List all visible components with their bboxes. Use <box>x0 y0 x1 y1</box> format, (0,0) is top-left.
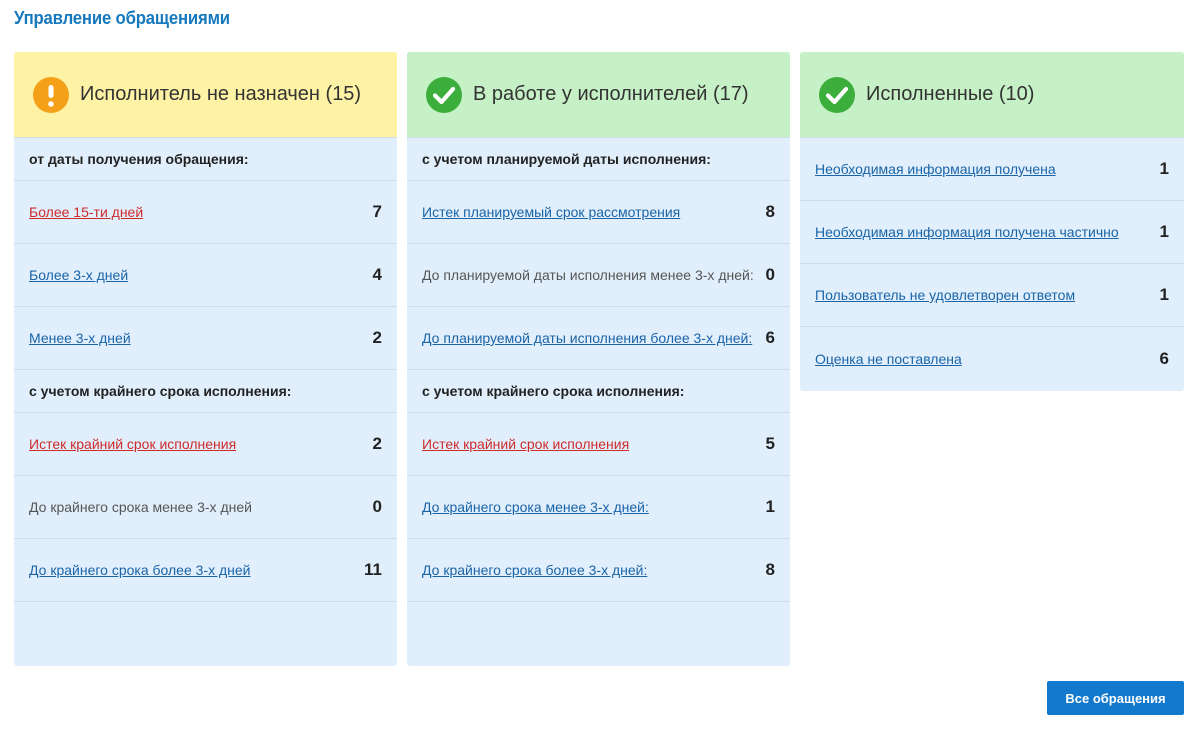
section-heading: с учетом планируемой даты исполнения: <box>407 138 790 181</box>
list-item: Более 15-ти дней 7 <box>14 181 397 244</box>
item-link[interactable]: Оценка не поставлена <box>815 350 962 367</box>
panel-header: В работе у исполнителей (17) <box>407 52 790 138</box>
item-link[interactable]: Истек крайний срок исполнения <box>422 436 630 452</box>
item-link[interactable]: Необходимая информация получена <box>815 161 1056 177</box>
page-title: Управление обращениями <box>14 8 230 28</box>
item-link[interactable]: До крайнего срока более 3-х дней: <box>422 562 648 578</box>
panel-title: Исполнитель не назначен (15) <box>80 83 362 105</box>
item-count: 7 <box>372 202 382 221</box>
list-item: Истек планируемый срок рассмотрения 8 <box>407 181 790 244</box>
item-label: До крайнего срока менее 3-х дней <box>29 499 252 515</box>
item-count: 2 <box>372 328 382 347</box>
all-requests-button[interactable]: Все обращения <box>1047 681 1184 715</box>
panel-title: В работе у исполнителей (17) <box>473 83 749 105</box>
panel-title: Исполненные (10) <box>866 83 1035 105</box>
item-count: 8 <box>765 202 775 221</box>
item-link[interactable]: Пользователь не удовлетворен ответом <box>815 287 1076 303</box>
list-item: Пользователь не удовлетворен ответом 1 <box>800 264 1184 327</box>
item-count: 6 <box>765 328 775 347</box>
list-item: Более 3-х дней 4 <box>14 244 397 307</box>
list-item: Необходимая информация получена частично… <box>800 201 1184 264</box>
item-link[interactable]: Более 3-х дней <box>29 267 129 283</box>
item-link[interactable]: Менее 3-х дней <box>29 330 131 346</box>
item-link[interactable]: Необходимая информация получена частично <box>815 224 1119 240</box>
list-item: Истек крайний срок исполнения 5 <box>407 413 790 476</box>
item-count: 6 <box>1159 348 1169 368</box>
panel-unassigned: Исполнитель не назначен (15) от даты пол… <box>14 52 397 666</box>
item-count: 0 <box>372 497 382 516</box>
exclamation-icon <box>33 76 69 113</box>
list-item: До крайнего срока более 3-х дней 11 <box>14 539 397 602</box>
panel-header: Исполнитель не назначен (15) <box>14 52 397 138</box>
item-link[interactable]: До планируемой даты исполнения более 3-х… <box>422 330 753 346</box>
item-count: 1 <box>1159 159 1169 178</box>
item-count: 2 <box>372 434 382 453</box>
item-count: 1 <box>1159 222 1169 241</box>
item-link[interactable]: До крайнего срока более 3-х дней <box>29 562 251 578</box>
list-item: Менее 3-х дней 2 <box>14 307 397 370</box>
checkmark-icon <box>426 76 462 113</box>
list-item: До крайнего срока менее 3-х дней: 1 <box>407 476 790 539</box>
item-link[interactable]: Истек крайний срок исполнения <box>29 436 237 452</box>
list-item: Истек крайний срок исполнения 2 <box>14 413 397 476</box>
section-heading: от даты получения обращения: <box>14 138 397 181</box>
section-heading: с учетом крайнего срока исполнения: <box>407 370 790 413</box>
panel-completed: Исполненные (10) Необходимая информация … <box>800 52 1184 391</box>
checkmark-icon <box>819 76 855 113</box>
item-count: 5 <box>765 434 775 453</box>
list-item: До планируемой даты исполнения более 3-х… <box>407 307 790 370</box>
list-item: До крайнего срока менее 3-х дней 0 <box>14 476 397 539</box>
item-count: 11 <box>364 560 382 579</box>
panel-header: Исполненные (10) <box>800 52 1184 138</box>
panel-in-progress: В работе у исполнителей (17) с учетом пл… <box>407 52 790 666</box>
list-item: До планируемой даты исполнения менее 3-х… <box>407 244 790 307</box>
item-count: 8 <box>765 560 775 579</box>
item-link[interactable]: Более 15-ти дней <box>29 204 144 220</box>
item-count: 0 <box>765 265 775 284</box>
item-link[interactable]: До крайнего срока менее 3-х дней: <box>422 499 649 515</box>
item-label: До планируемой даты исполнения менее 3-х… <box>422 267 754 283</box>
list-item: Необходимая информация получена 1 <box>800 138 1184 201</box>
list-item: Оценка не поставлена 6 <box>800 327 1184 390</box>
item-count: 1 <box>1159 285 1169 304</box>
item-count: 1 <box>765 497 775 516</box>
item-count: 4 <box>372 265 382 284</box>
list-item: До крайнего срока более 3-х дней: 8 <box>407 539 790 602</box>
section-heading: с учетом крайнего срока исполнения: <box>14 370 397 413</box>
item-link[interactable]: Истек планируемый срок рассмотрения <box>422 204 681 220</box>
